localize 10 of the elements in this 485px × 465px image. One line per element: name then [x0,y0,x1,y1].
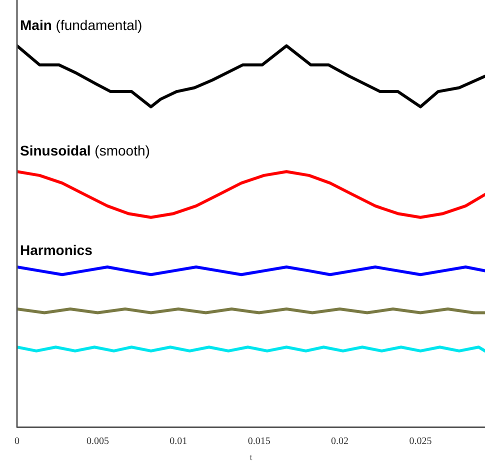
x-tick-label: 0.015 [248,436,270,447]
x-tick-label: 0.02 [331,436,349,447]
x-tick-label: 0 [14,436,20,447]
annotation: Harmonics [20,242,93,258]
x-tick-label: 0.025 [409,436,432,447]
series-label: Sinusoidal (smooth) [20,142,150,159]
x-axis-title: t [250,452,253,462]
x-tick-label: 0.005 [86,436,109,447]
x-tick-label: 0.01 [170,436,188,447]
series-label: Main (fundamental) [20,16,142,33]
